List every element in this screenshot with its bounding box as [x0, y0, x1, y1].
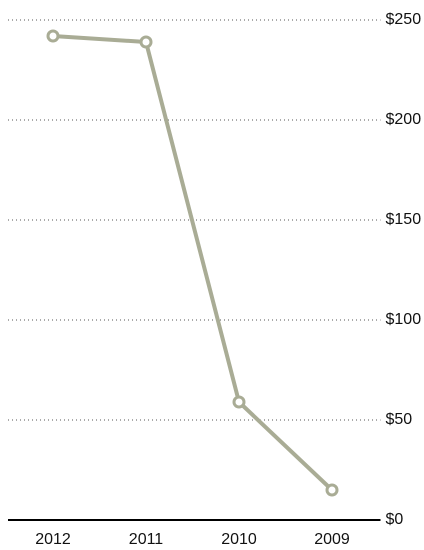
- marker: [232, 395, 246, 409]
- y-tick-label: $200: [386, 111, 422, 128]
- marker: [325, 483, 339, 497]
- line: [52, 34, 334, 492]
- y-tick-label: $0: [386, 511, 404, 528]
- x-tick-label: 2009: [314, 531, 350, 548]
- y-tick-label: $100: [386, 311, 422, 328]
- y-tick-label: $150: [386, 211, 422, 228]
- marker: [46, 29, 60, 43]
- y-tick-label: $50: [386, 411, 413, 428]
- y-tick-label: $250: [386, 11, 422, 28]
- x-tick-label: 2011: [129, 531, 164, 548]
- x-tick-label: 2012: [35, 531, 71, 548]
- marker: [139, 35, 153, 49]
- x-tick-label: 2010: [221, 531, 257, 548]
